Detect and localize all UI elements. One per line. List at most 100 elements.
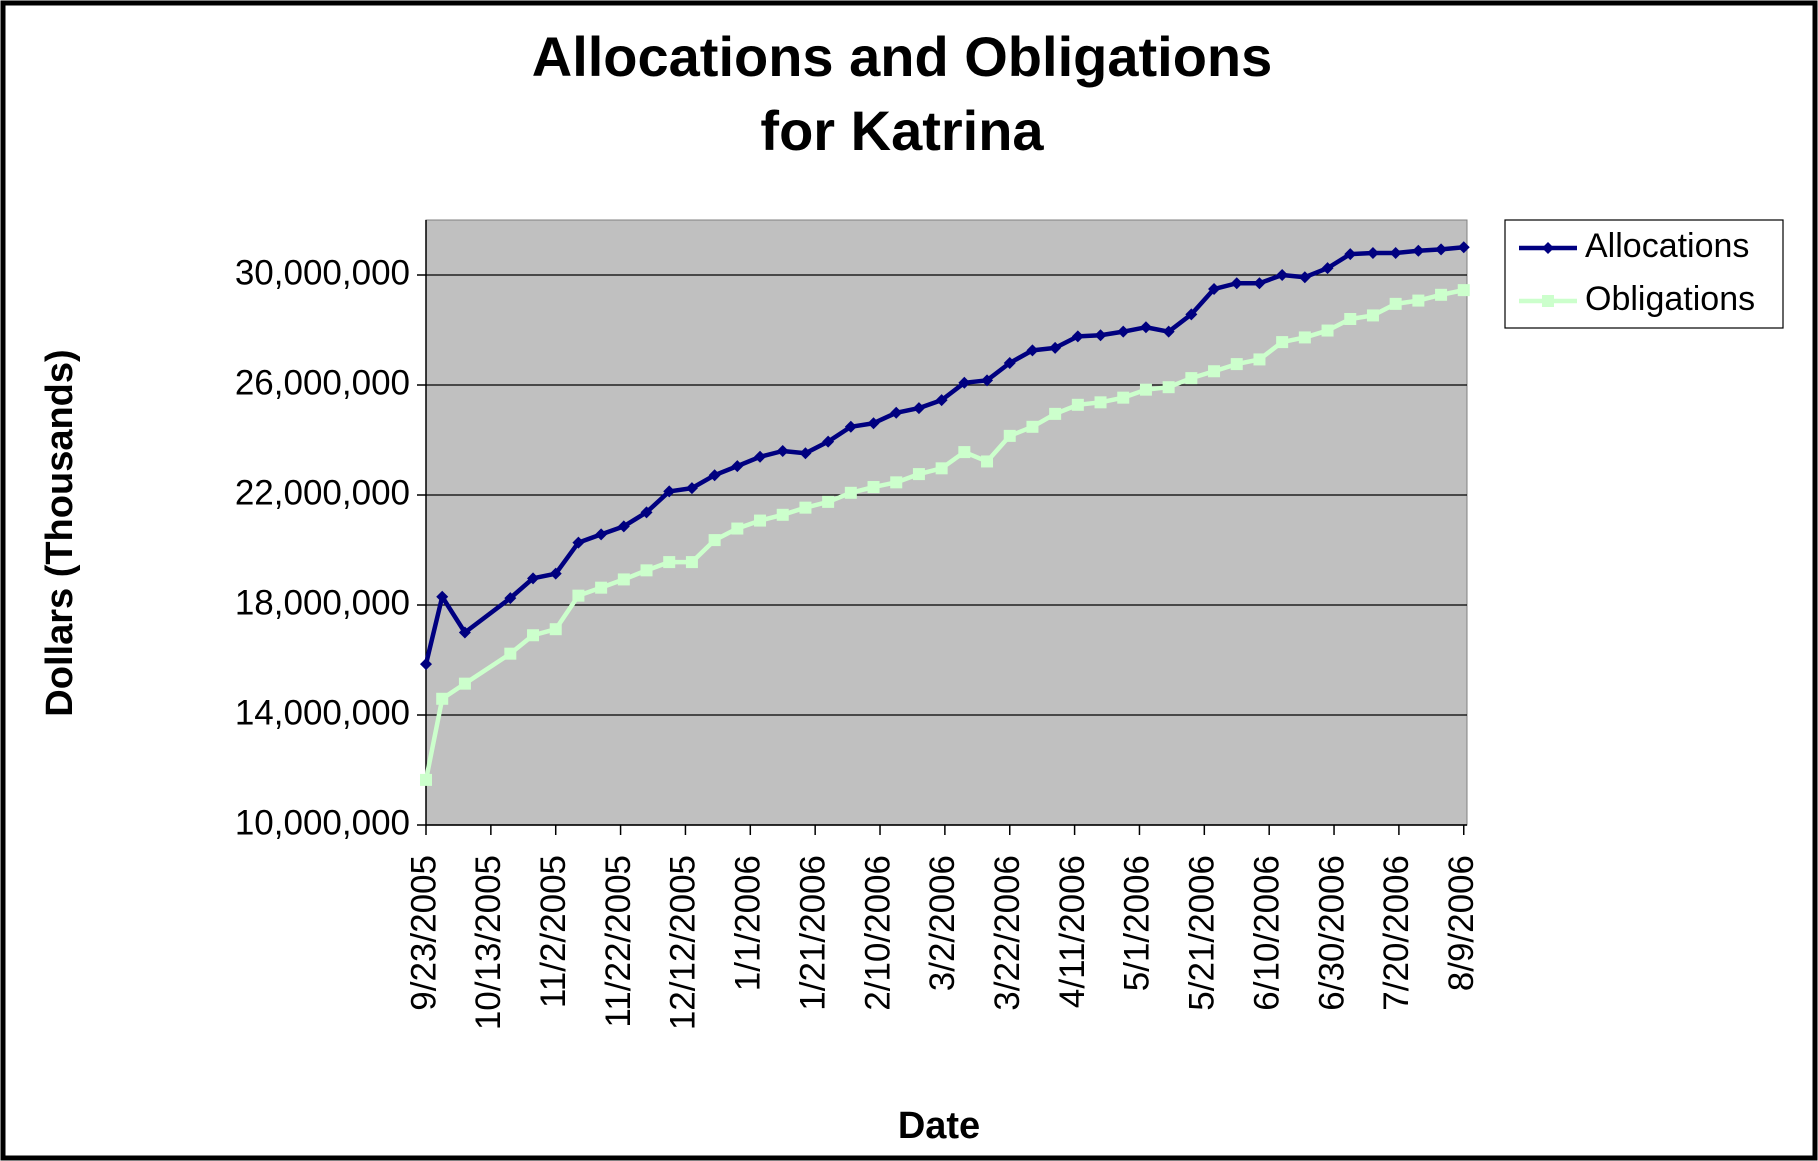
legend-marker [1542,295,1554,307]
data-point [912,402,925,415]
data-point [549,623,562,636]
data-point [822,435,835,448]
data-point [1185,372,1198,385]
data-point [1412,244,1425,257]
data-point [1208,365,1221,378]
data-point [1435,288,1448,301]
x-tick-label: 4/11/2006 [1053,855,1092,1008]
data-point [1049,407,1062,420]
data-point [844,486,857,499]
x-tick-label: 8/9/2006 [1442,855,1481,991]
legend-box [1504,219,1784,329]
data-point [1321,324,1334,337]
data-point [1276,336,1289,349]
x-tick-label: 11/2/2005 [534,855,573,1008]
y-tick-label: 14,000,000 [235,693,410,732]
data-point [1071,330,1084,343]
data-point [754,514,767,527]
data-point [731,522,744,535]
data-point [617,573,630,586]
x-tick-label: 12/12/2005 [664,855,703,1030]
x-tick-label: 5/1/2006 [1118,855,1157,991]
data-point [1139,321,1152,334]
data-point [1208,283,1221,296]
chart-title: Allocations and Obligations [532,25,1273,88]
data-point [1389,297,1402,310]
data-point [420,658,432,671]
data-point [1457,284,1470,297]
x-axis-title: Date [898,1105,980,1147]
data-point [958,446,971,459]
data-point [1253,353,1266,366]
data-point [1230,277,1243,290]
data-point [458,626,471,639]
data-point [935,394,948,407]
x-tick-label: 3/2/2006 [923,855,962,991]
x-tick-label: 10/13/2005 [469,855,508,1030]
data-point [1003,357,1016,369]
plot-area [425,219,1468,826]
x-tick-label: 6/10/2006 [1247,855,1286,1011]
data-point [1389,247,1402,259]
x-tick-label: 3/22/2006 [988,855,1027,1011]
y-tick-label: 22,000,000 [235,473,410,512]
data-point [436,590,449,603]
legend-label: Allocations [1585,227,1749,265]
data-point [708,534,721,547]
series-line [423,244,1464,665]
y-tick-label: 10,000,000 [235,803,410,842]
data-point [685,482,698,495]
data-point [890,406,903,419]
data-point [504,647,517,660]
chart-title: for Katrina [760,99,1044,162]
data-point [776,445,789,457]
data-point [1003,429,1016,442]
data-point [981,455,994,468]
data-point [640,564,653,577]
data-point [1435,243,1448,256]
data-point [1117,391,1130,404]
data-point [549,567,562,580]
data-point [663,556,676,569]
data-point [912,468,925,481]
data-point [754,450,767,463]
data-point [420,773,432,786]
data-point [890,476,903,489]
data-point [799,501,812,514]
data-point [867,481,880,494]
data-point [685,556,698,569]
data-point [1185,308,1198,321]
data-point [1321,262,1334,275]
data-point [595,528,608,541]
data-point [1366,309,1379,322]
data-point [1298,271,1311,284]
data-point [1298,331,1311,344]
data-point [708,469,721,482]
y-tick-label: 18,000,000 [235,583,410,622]
x-tick-label: 2/10/2006 [858,855,897,1011]
legend-marker [1542,242,1554,254]
data-point [731,460,744,473]
y-tick-label: 30,000,000 [235,253,410,292]
data-point [458,677,471,690]
x-tick-label: 6/30/2006 [1312,855,1351,1011]
data-point [958,376,971,389]
data-point [595,581,608,594]
data-point [1139,383,1152,396]
x-tick-label: 9/23/2005 [404,855,443,1011]
data-point [822,495,835,508]
data-point [663,485,676,498]
data-point [1026,344,1039,357]
data-point [1162,325,1175,338]
data-point [844,420,857,433]
data-point [867,417,880,430]
series-line [423,287,1465,781]
data-point [1094,396,1107,409]
data-point [640,506,653,519]
data-point [1162,381,1175,394]
data-point [504,592,517,605]
legend-label: Obligations [1585,280,1755,318]
data-point [1457,241,1470,254]
x-tick-label: 5/21/2006 [1183,855,1222,1011]
